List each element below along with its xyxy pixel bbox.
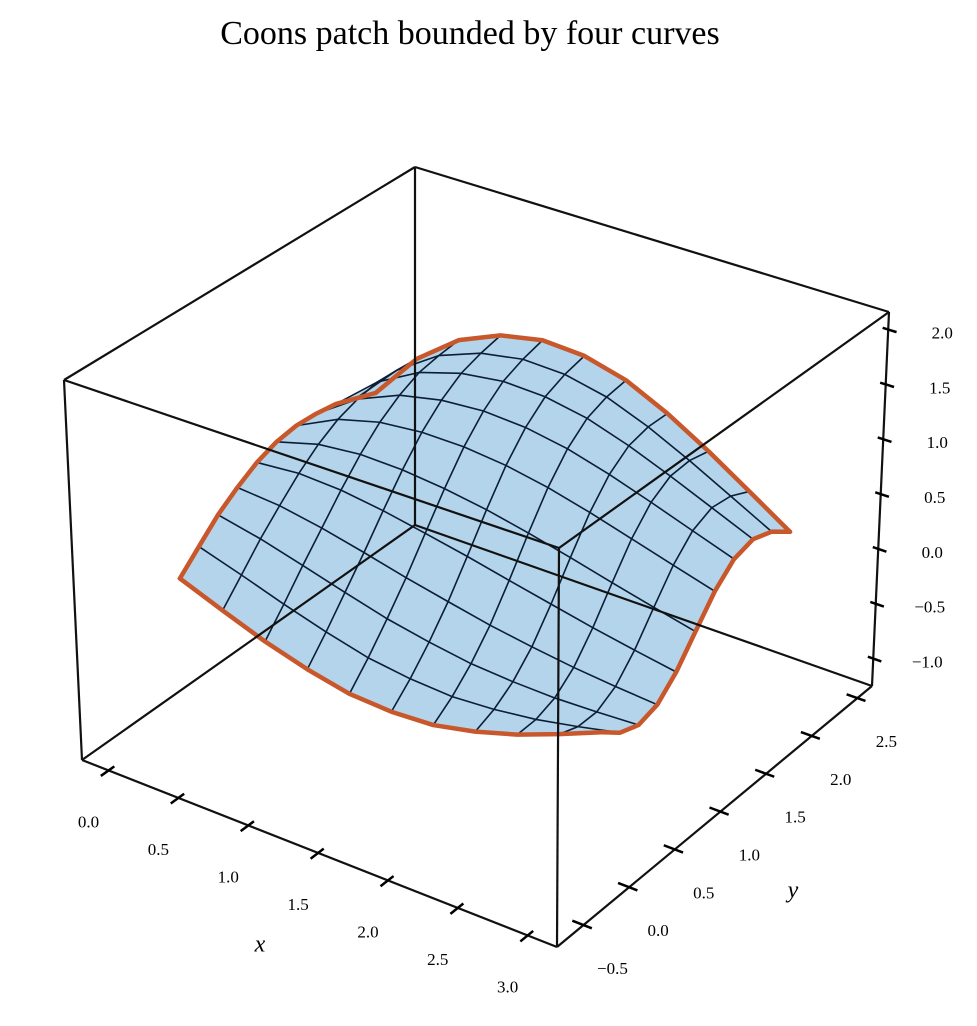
z-tick xyxy=(867,655,882,663)
box-edge xyxy=(414,165,890,314)
mesh-line xyxy=(276,441,696,633)
x-tick-label: 2.0 xyxy=(357,922,378,941)
y-tick-label: 2.0 xyxy=(830,770,851,789)
z-tick xyxy=(869,600,885,608)
x-tick xyxy=(309,847,325,860)
x-axis-label: x xyxy=(254,932,266,958)
surface xyxy=(177,333,793,737)
mesh-line xyxy=(237,486,658,706)
z-tick-label: −0.5 xyxy=(914,598,945,617)
mesh-line xyxy=(296,418,716,592)
x-tick-label: 0.0 xyxy=(78,812,99,831)
box-edge xyxy=(63,166,416,381)
x-tick-label: 3.0 xyxy=(497,977,518,996)
box-edge xyxy=(870,311,891,687)
x-tick xyxy=(379,875,395,888)
boundary-curve xyxy=(599,529,793,735)
box-edge xyxy=(81,524,416,761)
x-tick xyxy=(519,929,534,943)
y-tick xyxy=(617,881,638,892)
box-edge xyxy=(414,523,873,688)
z-tick xyxy=(877,436,892,444)
z-tick xyxy=(874,491,890,498)
boundary-curve xyxy=(177,576,604,737)
x-tick xyxy=(449,902,465,915)
z-tick-label: 0.0 xyxy=(922,543,943,562)
x-tick-label: 2.5 xyxy=(427,950,448,969)
y-tick xyxy=(571,919,593,930)
z-tick xyxy=(882,326,897,334)
box-edge xyxy=(81,758,558,949)
x-tick xyxy=(170,792,185,805)
y-tick xyxy=(663,844,684,854)
z-tick-label: 1.5 xyxy=(929,378,950,397)
ticks: 0.0 0.5 1.0 1.5 2.0 2.5 3.0 −0.5 0.0 0.5 1.0 1.5 2.0… xyxy=(78,323,953,996)
y-tick-label: 0.0 xyxy=(648,921,669,940)
mesh-line xyxy=(335,371,754,540)
box-edge xyxy=(555,547,561,948)
x-tick xyxy=(239,820,255,833)
y-tick-label: 1.5 xyxy=(784,808,805,827)
mesh-line xyxy=(315,394,735,560)
mesh-line xyxy=(217,514,639,726)
y-tick-label: −0.5 xyxy=(597,959,628,978)
boundary-curve xyxy=(177,390,379,581)
x-tick-label: 0.5 xyxy=(148,840,169,859)
box-edge xyxy=(558,311,890,549)
mesh-line xyxy=(355,352,773,533)
x-tick xyxy=(100,765,116,777)
axes-box xyxy=(62,165,891,949)
z-tick-label: −1.0 xyxy=(912,652,943,671)
y-tick xyxy=(709,806,730,816)
y-axis-label: y xyxy=(786,878,799,904)
z-tick-label: 0.5 xyxy=(924,488,945,507)
y-tick-label: 1.0 xyxy=(739,845,760,864)
box-edge xyxy=(556,685,873,948)
x-tick-label: 1.5 xyxy=(287,895,308,914)
y-tick-label: 2.5 xyxy=(876,732,897,751)
y-tick xyxy=(754,768,775,778)
z-tick-label: 2.0 xyxy=(932,323,953,342)
chart-title: Coons patch bounded by four curves xyxy=(220,15,720,52)
box-edge xyxy=(62,379,84,761)
mesh-line xyxy=(256,461,677,673)
mesh-line xyxy=(198,545,621,734)
boundary-curve xyxy=(373,333,793,535)
y-tick-label: 0.5 xyxy=(693,883,714,902)
z-tick xyxy=(872,545,887,553)
y-tick xyxy=(800,730,821,741)
y-tick xyxy=(846,693,866,703)
x-tick-label: 1.0 xyxy=(218,867,239,886)
z-tick-label: 1.0 xyxy=(927,433,948,452)
z-tick xyxy=(879,381,895,389)
box-edge xyxy=(63,378,560,550)
